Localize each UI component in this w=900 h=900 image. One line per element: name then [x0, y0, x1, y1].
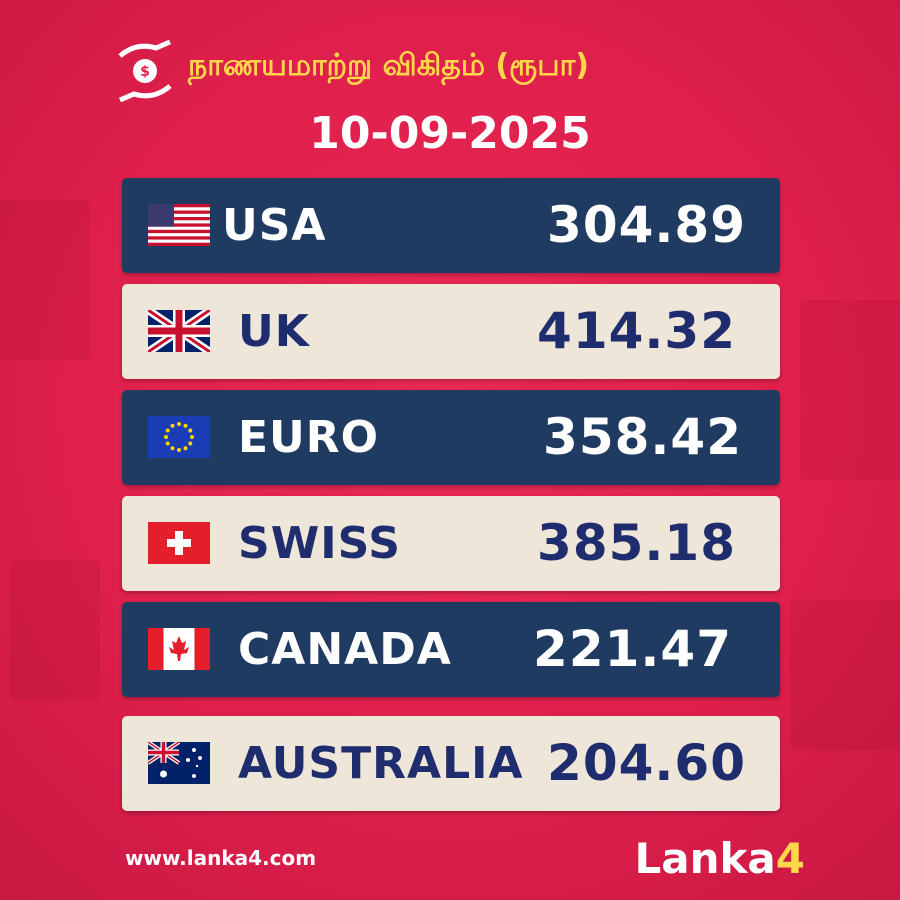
rate-row: AUSTRALIA 204.60 [122, 716, 780, 811]
flag-canada [148, 628, 210, 670]
svg-text:$: $ [140, 64, 150, 80]
flag-uk [148, 310, 210, 352]
rate-row: USA 304.89 [122, 178, 780, 273]
website: www.lanka4.com [125, 846, 317, 870]
country: CANADA [238, 624, 452, 675]
brand-text: Lanka [634, 834, 776, 883]
rate-row: CANADA 221.47 [122, 602, 780, 697]
rate: 221.47 [533, 620, 732, 678]
country: SWISS [238, 518, 401, 569]
rate: 304.89 [547, 196, 746, 254]
flag-australia [148, 742, 210, 784]
background-shape [0, 200, 90, 360]
rate: 414.32 [537, 302, 736, 360]
country: USA [222, 200, 327, 251]
money-icon: $ [118, 39, 172, 103]
brand-logo: Lanka4 [634, 834, 805, 883]
title: நாணயமாற்று விகிதம் (ரூபா) [188, 48, 589, 83]
rate-row: SWISS 385.18 [122, 496, 780, 591]
country: UK [238, 306, 310, 357]
background-shape [790, 600, 900, 750]
rate: 385.18 [537, 514, 736, 572]
background-shape [10, 560, 100, 700]
background-shape [800, 300, 900, 480]
date: 10-09-2025 [309, 108, 591, 159]
country: AUSTRALIA [238, 738, 524, 789]
brand-number: 4 [775, 834, 805, 883]
rate: 204.60 [547, 734, 746, 792]
country: EURO [238, 412, 380, 463]
rate-row: UK 414.32 [122, 284, 780, 379]
flag-usa [148, 204, 210, 246]
rate: 358.42 [543, 408, 742, 466]
rate-row: EURO 358.42 [122, 390, 780, 485]
flag-swiss [148, 522, 210, 564]
flag-eu [148, 416, 210, 458]
